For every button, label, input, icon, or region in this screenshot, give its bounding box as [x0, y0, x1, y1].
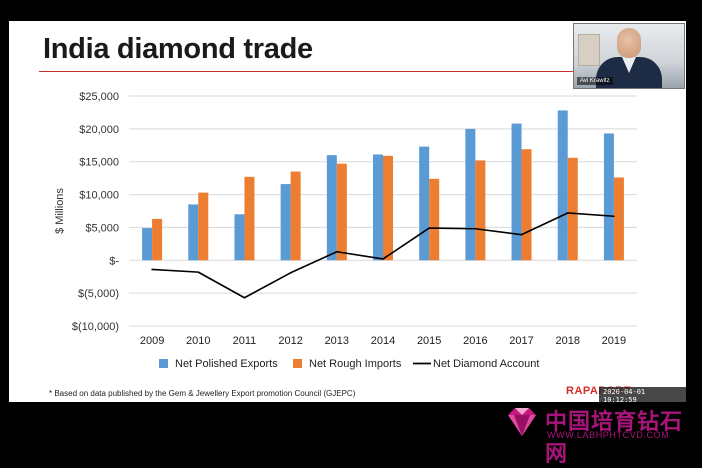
x-tick-label: 2017	[509, 335, 533, 347]
y-tick-label: $15,000	[79, 157, 119, 169]
watermark-url: WWW.LABHPHTCVD.COM	[547, 430, 670, 440]
line-point	[520, 233, 523, 236]
x-tick-label: 2015	[417, 335, 441, 347]
bar-polished-exports	[557, 110, 568, 261]
bar-rough-imports	[521, 149, 532, 261]
line-point	[474, 227, 477, 230]
bar-polished-exports	[465, 128, 476, 261]
bar-rough-imports	[152, 218, 163, 261]
bar-rough-imports	[475, 160, 486, 261]
line-point	[289, 271, 292, 274]
presentation-slide: India diamond trade $25,000 $20,000 $15,00…	[9, 21, 686, 402]
line-point	[243, 296, 246, 299]
legend-polished-exports-label: Net Polished Exports	[175, 358, 278, 370]
bar-rough-imports	[244, 176, 255, 261]
line-point	[613, 215, 615, 218]
bar-polished-exports	[234, 214, 245, 261]
y-tick-label: $25,000	[79, 91, 119, 103]
bar-rough-imports	[383, 155, 393, 261]
bar-polished-exports	[188, 204, 199, 261]
line-point	[336, 250, 338, 253]
y-tick-label: $5,000	[85, 222, 119, 234]
x-tick-label: 2009	[140, 335, 164, 347]
bar-polished-exports	[142, 228, 153, 261]
presenter-name: Avi Krawitz	[577, 77, 613, 85]
x-tick-label: 2019	[602, 335, 626, 347]
webcam-video: Avi Krawitz	[573, 23, 685, 89]
trade-chart: $25,000 $20,000 $15,000 $10,000 $5,000 $- $(5,…	[54, 91, 637, 370]
bar-polished-exports	[603, 133, 614, 261]
bar-rough-imports	[613, 177, 624, 261]
presenter-head	[617, 28, 641, 58]
line-point	[382, 258, 384, 260]
bar-polished-exports	[511, 123, 522, 261]
title-divider	[39, 71, 579, 72]
x-tick-label: 2011	[233, 335, 257, 347]
bar-rough-imports	[567, 157, 578, 261]
bar-rough-imports	[429, 178, 440, 261]
x-tick-label: 2012	[278, 335, 302, 347]
x-tick-label: 2014	[371, 335, 395, 347]
y-tick-label: $(5,000)	[78, 288, 119, 300]
legend-rough-imports-swatch	[293, 359, 302, 368]
y-tick-label: $20,000	[79, 124, 119, 136]
line-point	[566, 212, 569, 214]
y-tick-label: $(10,000)	[72, 321, 119, 333]
line-point	[151, 268, 153, 271]
x-tick-label: 2018	[555, 335, 579, 347]
background-shelf	[578, 34, 600, 66]
watermark: 中国培育钻石网 WWW.LABHPHTCVD.COM	[505, 402, 702, 467]
line-point	[428, 227, 430, 229]
legend-net-diamond-account-label: Net Diamond Account	[433, 358, 539, 370]
bar-polished-exports	[419, 146, 430, 261]
legend-rough-imports-label: Net Rough Imports	[309, 358, 402, 370]
bar-rough-imports	[290, 171, 301, 261]
x-tick-label: 2016	[463, 335, 487, 347]
legend-polished-exports-swatch	[159, 359, 168, 368]
y-tick-label: $10,000	[79, 190, 119, 202]
x-tick-label: 2010	[186, 335, 210, 347]
bar-rough-imports	[336, 163, 347, 261]
source-footnote: * Based on data published by the Gem & J…	[49, 389, 356, 398]
line-point	[197, 271, 200, 273]
bar-polished-exports	[326, 155, 337, 261]
y-tick-label: $-	[109, 255, 119, 267]
bar-rough-imports	[198, 192, 209, 261]
recording-timestamp: 2020-04-01 10:12:59	[599, 387, 686, 402]
bar-polished-exports	[373, 154, 383, 261]
y-axis-label: $ Millions	[54, 188, 66, 234]
x-tick-label: 2013	[325, 335, 349, 347]
diamond-logo-icon	[508, 408, 536, 436]
bar-polished-exports	[280, 184, 291, 261]
slide-title: India diamond trade	[43, 33, 313, 65]
